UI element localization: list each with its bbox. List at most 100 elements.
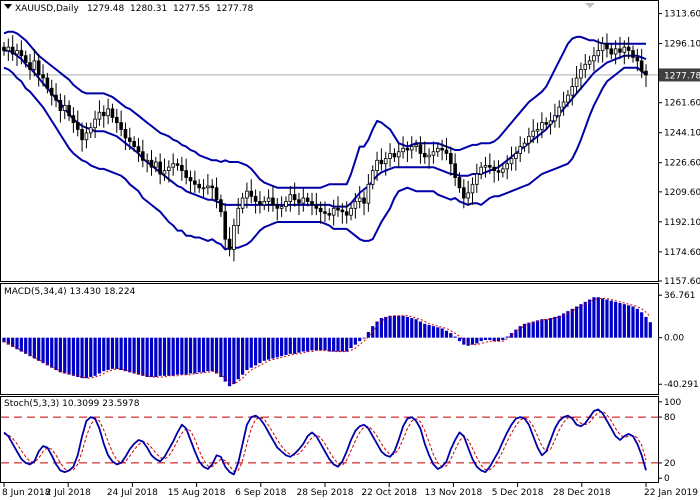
macd-bar [492,337,496,342]
macd-bar [227,337,232,387]
macd-bar [345,337,349,352]
macd-bar [310,337,314,351]
candle-body [32,60,37,70]
candle-body [279,206,284,209]
macd-bar [84,337,89,379]
macd-bar [384,316,388,338]
candle-body [106,108,110,117]
scroll-marker-icon[interactable] [585,3,595,8]
macd-bar [63,337,67,374]
candle-body [331,207,336,216]
macd-histogram [2,297,652,387]
candle-body [561,101,566,108]
candle-body [184,170,188,178]
candle-body [427,154,431,158]
macd-bar [648,322,652,338]
bb-upper-line [3,30,646,189]
candle-body [370,170,375,185]
macd-bar [258,337,262,364]
candle-body [622,46,627,53]
stoch-tick-label: 0 [664,474,670,484]
macd-bar [93,337,97,376]
candle-body [414,144,418,147]
candle-body [84,132,89,141]
price-tick-label: 1157.60 [664,277,700,287]
date-tick-label: 8 Jun 2018 [2,488,51,498]
symbol-label: XAUUSD,Daily [15,4,79,14]
candle-body [23,55,28,63]
candle-body [409,146,414,151]
macd-bar [527,322,531,338]
candle-body [41,74,45,79]
date-tick-label: 6 Sep 2018 [235,488,287,498]
macd-bar [132,337,136,374]
close-value: 1277.78 [216,4,253,14]
candle-body [214,187,219,201]
candle-body [444,149,449,154]
macd-bar [154,337,158,377]
macd-bar [245,337,249,371]
candle-body [527,135,531,144]
macd-bar [505,336,509,338]
candle-body [522,142,527,147]
macd-bar [353,337,357,345]
macd-bar [436,327,440,338]
macd-bar [50,337,54,368]
macd-bar [236,337,240,380]
high-value: 1280.31 [130,4,167,14]
macd-bar [640,312,644,338]
macd-bar [557,315,561,338]
price-tick-label: 1209.60 [664,188,700,198]
macd-bar [583,301,587,338]
candle-body [639,60,644,72]
macd-tick-label: -40.291 [664,380,699,390]
macd-bar [171,337,175,376]
candle-body [123,129,128,139]
candle-body [93,118,97,129]
candle-body [479,166,483,175]
macd-bar [306,337,310,352]
macd-bar [544,319,548,338]
macd-bar [475,337,479,344]
candle-body [613,48,618,55]
macd-bar [67,337,71,375]
macd-bar [379,318,383,338]
candle-body [488,165,492,168]
candle-body [535,129,540,132]
macd-bar [457,337,462,342]
stoch-tick-label: 20 [664,459,676,469]
macd-bar [45,337,49,366]
price-tick-label: 1174.60 [664,248,700,258]
candle-body [357,197,362,202]
macd-bar [548,318,553,338]
macd-bar [410,318,414,338]
price-panel[interactable] [0,0,659,282]
macd-bar [618,303,622,338]
candle-body [141,151,145,161]
candle-body [197,183,202,189]
candle-body [531,130,536,137]
candle-body [167,166,171,171]
candle-body [71,115,76,123]
stoch-tick-label: 80 [664,413,676,423]
candle-body [232,225,236,250]
candle-body [110,108,115,118]
macd-bar [249,337,253,368]
macd-bar [41,337,45,364]
candle-body [10,46,15,55]
stoch-panel[interactable] [0,396,659,483]
candle-body [114,117,119,123]
candle-body [2,46,6,51]
macd-bar [358,337,362,342]
candle-body [557,106,562,117]
candle-body [305,197,310,202]
candle-body [566,94,570,103]
candle-body [314,204,319,209]
price-axis: 1313.601296.101278.601261.601244.101226.… [658,10,700,287]
macd-bar [609,300,613,338]
macd-bar [128,337,132,373]
candle-body [193,180,197,185]
macd-bar [349,337,353,349]
macd-bar [340,337,344,352]
